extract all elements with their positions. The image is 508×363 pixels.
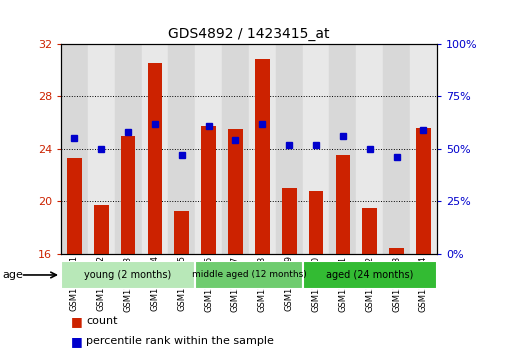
Bar (255, 59, 270, 254)
Bar (168, 44, 195, 254)
Bar (389, 248, 404, 254)
Bar (147, 63, 163, 254)
Bar (303, 261, 437, 289)
Bar (249, 44, 276, 254)
Bar (282, 188, 297, 254)
Bar (115, 44, 142, 254)
Bar (362, 208, 377, 254)
Bar (195, 261, 303, 289)
Bar (195, 44, 222, 254)
Bar (383, 44, 410, 254)
Bar (174, 211, 189, 254)
Bar (416, 128, 431, 254)
Bar (61, 261, 195, 289)
Bar (410, 44, 437, 254)
Bar (228, 129, 243, 254)
Title: GDS4892 / 1423415_at: GDS4892 / 1423415_at (168, 27, 330, 41)
Bar (121, 136, 136, 254)
Bar (303, 44, 330, 254)
Bar (67, 158, 82, 254)
Text: young (2 months): young (2 months) (84, 270, 172, 280)
Text: age: age (3, 270, 23, 280)
Text: percentile rank within the sample: percentile rank within the sample (86, 336, 274, 346)
Text: ■: ■ (71, 315, 83, 328)
Bar (222, 44, 249, 254)
Bar (201, 126, 216, 254)
Bar (142, 44, 168, 254)
Bar (309, 191, 324, 254)
Bar (88, 44, 115, 254)
Bar (330, 44, 356, 254)
Text: ■: ■ (71, 335, 83, 348)
Bar (94, 205, 109, 254)
Bar (276, 44, 303, 254)
Text: middle aged (12 months): middle aged (12 months) (192, 270, 306, 280)
Bar (61, 44, 88, 254)
Bar (356, 44, 383, 254)
Text: aged (24 months): aged (24 months) (326, 270, 414, 280)
Bar (335, 155, 351, 254)
Text: count: count (86, 316, 118, 326)
